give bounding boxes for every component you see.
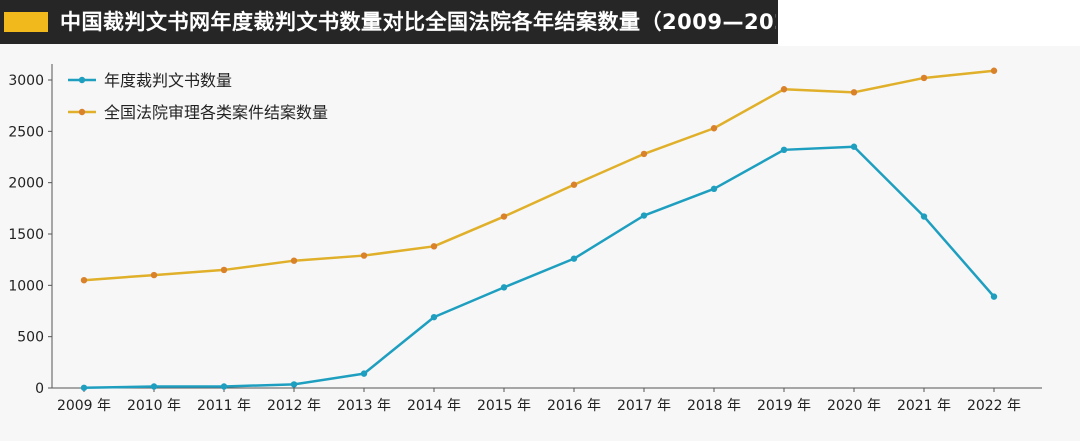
series-line-2	[83, 69, 995, 282]
data-point-s2-10	[780, 86, 788, 93]
y-tick-label: 1500	[8, 227, 44, 243]
x-tick-label: 2009 年	[57, 398, 111, 414]
x-tick-label: 2018 年	[687, 398, 741, 414]
data-point-s1-1	[150, 383, 158, 390]
data-point-s1-5	[430, 313, 438, 321]
data-point-s2-9	[710, 125, 718, 132]
data-point-s1-10	[780, 146, 788, 154]
series-line-1	[83, 145, 995, 390]
y-tick-label: 2000	[8, 176, 44, 192]
watermark-area	[778, 0, 1080, 46]
legend-label-2: 全国法院审理各类案件结案数量	[104, 103, 328, 122]
data-point-s2-0	[80, 277, 88, 284]
chart-title: 中国裁判文书网年度裁判文书数量对比全国法院各年结案数量（2009—2022	[60, 10, 776, 34]
data-point-s1-13	[990, 293, 998, 300]
data-point-s1-7	[570, 255, 578, 262]
y-tick-label: 3000	[8, 73, 44, 89]
data-point-s1-0	[80, 384, 88, 391]
legend-marker-1	[78, 76, 86, 84]
x-tick-label: 2011 年	[197, 398, 251, 414]
title-accent-bar	[4, 12, 48, 32]
data-point-s2-1	[150, 271, 158, 279]
data-point-s2-5	[430, 243, 438, 250]
data-point-s1-9	[710, 185, 718, 193]
x-tick-label: 2014 年	[407, 398, 461, 414]
tick-labels: 0 500 1000 1500 2000 2500 3000 2009 年 2010 年 2011…	[8, 73, 1021, 414]
legend-label-1: 年度裁判文书数量	[104, 71, 232, 90]
data-point-s2-13	[990, 67, 998, 74]
data-point-s1-12	[920, 213, 928, 220]
series-markers	[80, 67, 998, 391]
x-tick-label: 2020 年	[827, 398, 881, 414]
x-tick-label: 2013 年	[337, 398, 391, 414]
series-lines	[83, 69, 995, 390]
data-point-s1-2	[220, 383, 228, 390]
x-tick-label: 2012 年	[267, 398, 321, 414]
data-point-s2-6	[500, 213, 508, 220]
y-tick-label: 500	[17, 330, 44, 346]
data-point-s2-11	[850, 89, 858, 96]
data-point-s2-8	[640, 150, 648, 158]
y-tick-label: 1000	[8, 278, 44, 294]
y-tick-label: 2500	[8, 124, 44, 140]
data-point-s2-12	[920, 74, 928, 82]
data-point-s1-8	[640, 212, 648, 219]
data-point-s2-7	[570, 181, 578, 188]
data-point-s2-4	[360, 252, 368, 259]
data-point-s1-4	[360, 370, 368, 377]
x-tick-label: 2016 年	[547, 398, 601, 414]
axes	[51, 64, 1042, 389]
data-point-s2-3	[290, 257, 298, 264]
data-point-s2-2	[220, 266, 228, 274]
x-tick-label: 2022 年	[967, 398, 1021, 414]
x-tick-label: 2015 年	[477, 398, 531, 414]
legend-marker-2	[78, 108, 86, 116]
data-point-s1-11	[850, 143, 858, 150]
x-tick-label: 2021 年	[897, 398, 951, 414]
x-tick-label: 2010 年	[127, 398, 181, 414]
x-tick-label: 2019 年	[757, 398, 811, 414]
y-tick-label: 0	[35, 381, 44, 397]
data-point-s1-3	[290, 381, 298, 388]
x-tick-label: 2017 年	[617, 398, 671, 414]
data-point-s1-6	[500, 284, 508, 291]
